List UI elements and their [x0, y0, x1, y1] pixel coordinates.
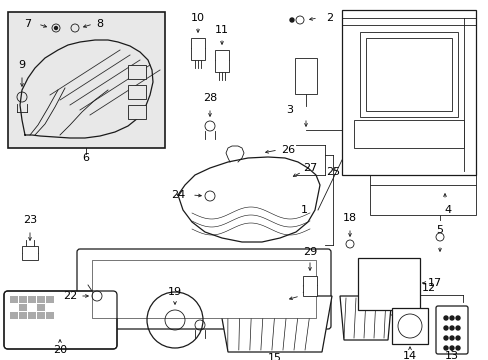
Circle shape: [443, 326, 447, 330]
Circle shape: [455, 316, 459, 320]
Bar: [10, 304, 18, 311]
Text: 3: 3: [286, 105, 293, 115]
Circle shape: [449, 346, 453, 350]
Bar: [28, 296, 36, 303]
Circle shape: [455, 326, 459, 330]
Bar: [37, 304, 45, 311]
Text: 11: 11: [215, 25, 228, 35]
Bar: [215, 50, 228, 72]
Circle shape: [289, 18, 293, 22]
Text: 8: 8: [96, 19, 103, 29]
Text: 24: 24: [170, 190, 185, 200]
Text: 10: 10: [191, 13, 204, 23]
Text: 14: 14: [402, 351, 416, 360]
Text: 23: 23: [23, 215, 37, 225]
Bar: [357, 258, 419, 310]
Text: 22: 22: [63, 291, 77, 301]
Bar: [8, 12, 164, 148]
Bar: [353, 120, 463, 148]
Text: 29: 29: [302, 247, 317, 257]
Circle shape: [443, 336, 447, 340]
Bar: [10, 304, 18, 311]
Bar: [19, 304, 27, 311]
Bar: [46, 312, 54, 319]
Bar: [294, 58, 316, 94]
Text: 20: 20: [53, 345, 67, 355]
Bar: [359, 32, 457, 117]
Bar: [37, 296, 45, 303]
Bar: [28, 304, 36, 311]
Bar: [46, 304, 54, 311]
Bar: [10, 312, 18, 319]
Bar: [369, 185, 475, 215]
Bar: [28, 304, 36, 311]
Text: 4: 4: [444, 205, 450, 215]
Text: 16: 16: [394, 310, 408, 320]
Circle shape: [455, 346, 459, 350]
Text: 12: 12: [421, 283, 435, 293]
Text: 9: 9: [19, 60, 25, 70]
Bar: [391, 308, 427, 344]
Circle shape: [449, 326, 453, 330]
Text: 27: 27: [302, 163, 317, 173]
Bar: [191, 38, 204, 60]
Text: 18: 18: [342, 213, 356, 223]
Text: 21: 21: [300, 285, 314, 295]
Text: 1: 1: [300, 205, 307, 215]
Bar: [46, 296, 54, 303]
Text: 2: 2: [326, 13, 333, 23]
Polygon shape: [218, 296, 331, 352]
Circle shape: [54, 27, 58, 30]
Bar: [28, 312, 36, 319]
Text: 13: 13: [444, 351, 458, 360]
Text: 17: 17: [427, 278, 441, 288]
Bar: [19, 312, 27, 319]
Bar: [92, 260, 315, 318]
Text: 25: 25: [325, 167, 339, 177]
Text: 15: 15: [267, 353, 282, 360]
FancyBboxPatch shape: [4, 291, 117, 349]
Text: 5: 5: [436, 225, 443, 235]
FancyBboxPatch shape: [341, 10, 475, 175]
Text: 6: 6: [82, 153, 89, 163]
Circle shape: [449, 316, 453, 320]
Circle shape: [443, 346, 447, 350]
Circle shape: [443, 316, 447, 320]
Bar: [303, 276, 316, 296]
Bar: [365, 38, 451, 111]
Text: 7: 7: [24, 19, 32, 29]
FancyBboxPatch shape: [77, 249, 330, 329]
Text: 19: 19: [167, 287, 182, 297]
Circle shape: [449, 336, 453, 340]
Text: 26: 26: [281, 145, 294, 155]
Bar: [46, 304, 54, 311]
Bar: [128, 105, 146, 119]
Bar: [22, 246, 38, 260]
Bar: [10, 296, 18, 303]
Text: 28: 28: [203, 93, 217, 103]
Bar: [128, 85, 146, 99]
Bar: [19, 296, 27, 303]
Bar: [128, 65, 146, 79]
FancyBboxPatch shape: [435, 306, 467, 354]
Polygon shape: [339, 296, 391, 340]
Circle shape: [455, 336, 459, 340]
Bar: [37, 312, 45, 319]
